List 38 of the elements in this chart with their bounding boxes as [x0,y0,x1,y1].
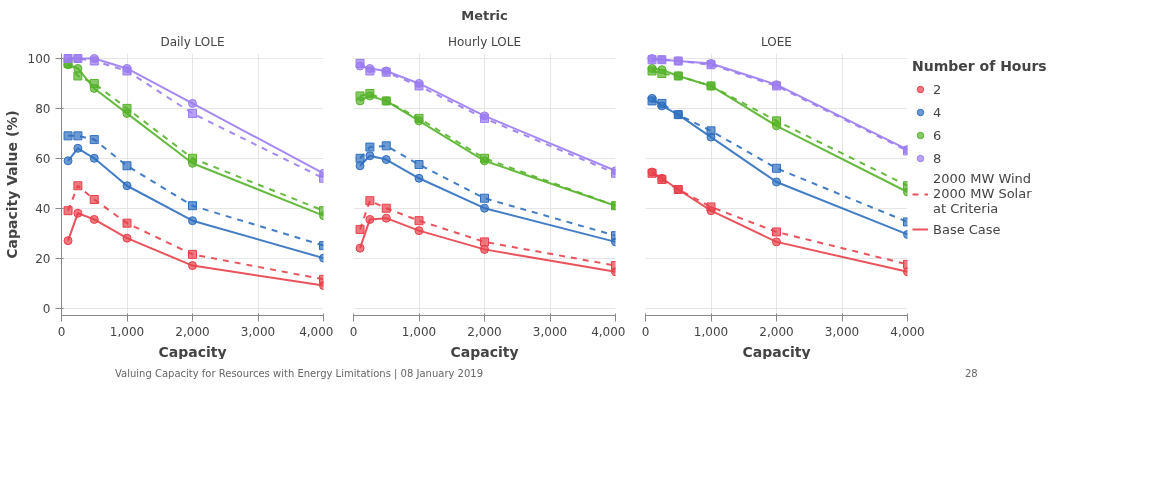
legend-label: 6 [933,127,943,143]
y-tick-label: 0 [42,301,51,316]
x-tick-label: 4,000 [591,324,626,339]
x-tick-label: 0 [641,324,650,339]
x-tick-label: 4,000 [890,324,925,339]
x-tick-label: 1,000 [109,324,145,339]
x-tick-label: 0 [349,324,358,339]
x-tick-label: 2,000 [467,324,502,339]
text: 2000 MW Wind 2000 MW Solar at Criteria [933,171,1032,216]
x-axis-title: Capacity [450,343,519,360]
chart-subtitle: Hourly LOLE [447,34,522,49]
y-tick-label: 20 [35,251,51,266]
y-tick-label: 100 [27,51,51,66]
text: Base Case [933,221,1001,237]
x-tick-label: 3,000 [532,324,568,339]
chart-subtitle: LOEE [761,34,792,49]
legend-label: 8 [933,150,943,166]
x-tick-label: 3,000 [240,324,276,339]
x-tick-label: 0 [57,324,66,339]
x-tick-label: 1,000 [401,324,437,339]
x-tick-label: 1,000 [693,324,729,339]
x-tick-label: 2,000 [759,324,794,339]
y-tick-label: 80 [35,101,51,116]
x-axis-title: Capacity [158,343,227,360]
y-tick-label: 60 [35,151,51,166]
chart-subtitle: Daily LOLE [160,34,225,49]
legend-title: Number of Hours [912,58,1047,74]
x-tick-label: 4,000 [299,324,334,339]
x-tick-label: 3,000 [824,324,860,339]
x-axis-title: Capacity [742,343,811,360]
x-tick-label: 2,000 [175,324,210,339]
y-tick-label: 40 [35,201,51,216]
text: 28 [965,367,978,381]
chart-title: Metric [461,7,508,23]
legend-label: 2 [933,81,943,97]
text: Valuing Capacity for Resources with Energy Limitations | 08 January 2019 [115,367,484,382]
legend-label: 4 [933,104,943,120]
y-axis-title: Capacity Value (%) [3,110,20,259]
